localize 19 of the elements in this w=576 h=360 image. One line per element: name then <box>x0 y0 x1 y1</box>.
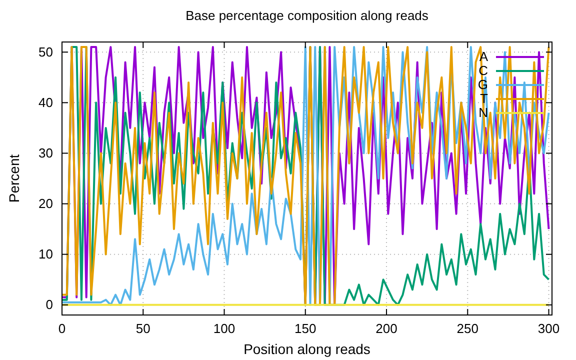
legend-label: G <box>478 77 488 92</box>
y-tick-label: 40 <box>38 94 53 110</box>
line-series <box>62 46 550 306</box>
y-tick-label: 10 <box>38 246 53 262</box>
x-tick-label: 150 <box>294 321 316 336</box>
x-tick-label: 0 <box>58 321 66 336</box>
x-tick-label: 250 <box>456 321 478 336</box>
y-tick-label: 20 <box>38 196 53 211</box>
legend-label: T <box>480 91 488 106</box>
x-tick-label: 300 <box>538 321 560 336</box>
x-tick-label: 200 <box>376 321 398 336</box>
x-tick-label: 100 <box>213 321 236 336</box>
y-tick-label: 30 <box>38 145 53 160</box>
chart-title: Base percentage composition along reads <box>186 8 429 23</box>
y-tick-label: 50 <box>38 44 53 60</box>
y-axis-title: Percent <box>6 154 22 203</box>
x-tick-label: 50 <box>136 321 150 336</box>
x-axis-title: Position along reads <box>244 341 370 357</box>
y-tick-label: 0 <box>46 297 53 312</box>
